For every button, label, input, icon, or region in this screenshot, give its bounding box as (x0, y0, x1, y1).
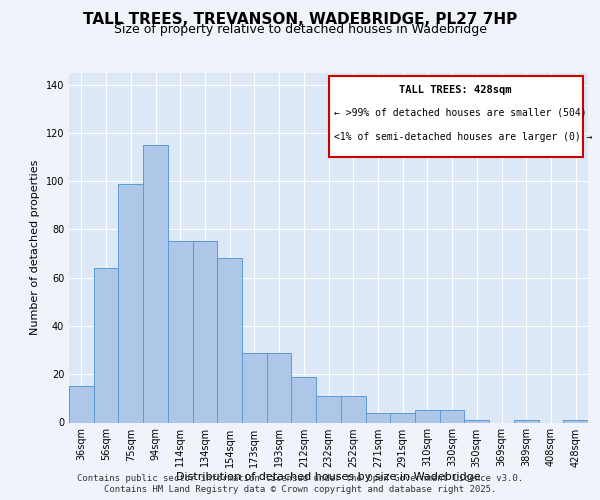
Bar (193, 242, 217, 422)
Bar (94, 268, 118, 422)
Bar (292, 376, 316, 422)
Y-axis label: Number of detached properties: Number of detached properties (30, 160, 40, 335)
Bar (143, 145, 168, 422)
Bar (440, 410, 464, 422)
Bar (69, 386, 94, 422)
Text: Contains public sector information licensed under the Open Government Licence v3: Contains public sector information licen… (77, 474, 523, 483)
Bar (464, 420, 489, 422)
Bar (242, 352, 267, 422)
Bar (563, 420, 588, 422)
Bar (316, 396, 341, 422)
Bar (341, 396, 365, 422)
Bar (118, 184, 143, 422)
Text: TALL TREES, TREVANSON, WADEBRIDGE, PL27 7HP: TALL TREES, TREVANSON, WADEBRIDGE, PL27 … (83, 12, 517, 28)
Text: ← >99% of detached houses are smaller (504): ← >99% of detached houses are smaller (5… (334, 108, 586, 118)
Bar (217, 258, 242, 422)
Bar (415, 410, 440, 422)
FancyBboxPatch shape (329, 76, 583, 156)
Bar (168, 242, 193, 422)
X-axis label: Distribution of detached houses by size in Wadebridge: Distribution of detached houses by size … (176, 472, 481, 482)
Text: Size of property relative to detached houses in Wadebridge: Size of property relative to detached ho… (113, 22, 487, 36)
Text: Contains HM Land Registry data © Crown copyright and database right 2025.: Contains HM Land Registry data © Crown c… (104, 486, 496, 494)
Text: TALL TREES: 428sqm: TALL TREES: 428sqm (400, 84, 512, 95)
Text: <1% of semi-detached houses are larger (0) →: <1% of semi-detached houses are larger (… (334, 132, 592, 142)
Bar (267, 352, 292, 422)
Bar (390, 413, 415, 422)
Bar (365, 413, 390, 422)
Bar (514, 420, 539, 422)
